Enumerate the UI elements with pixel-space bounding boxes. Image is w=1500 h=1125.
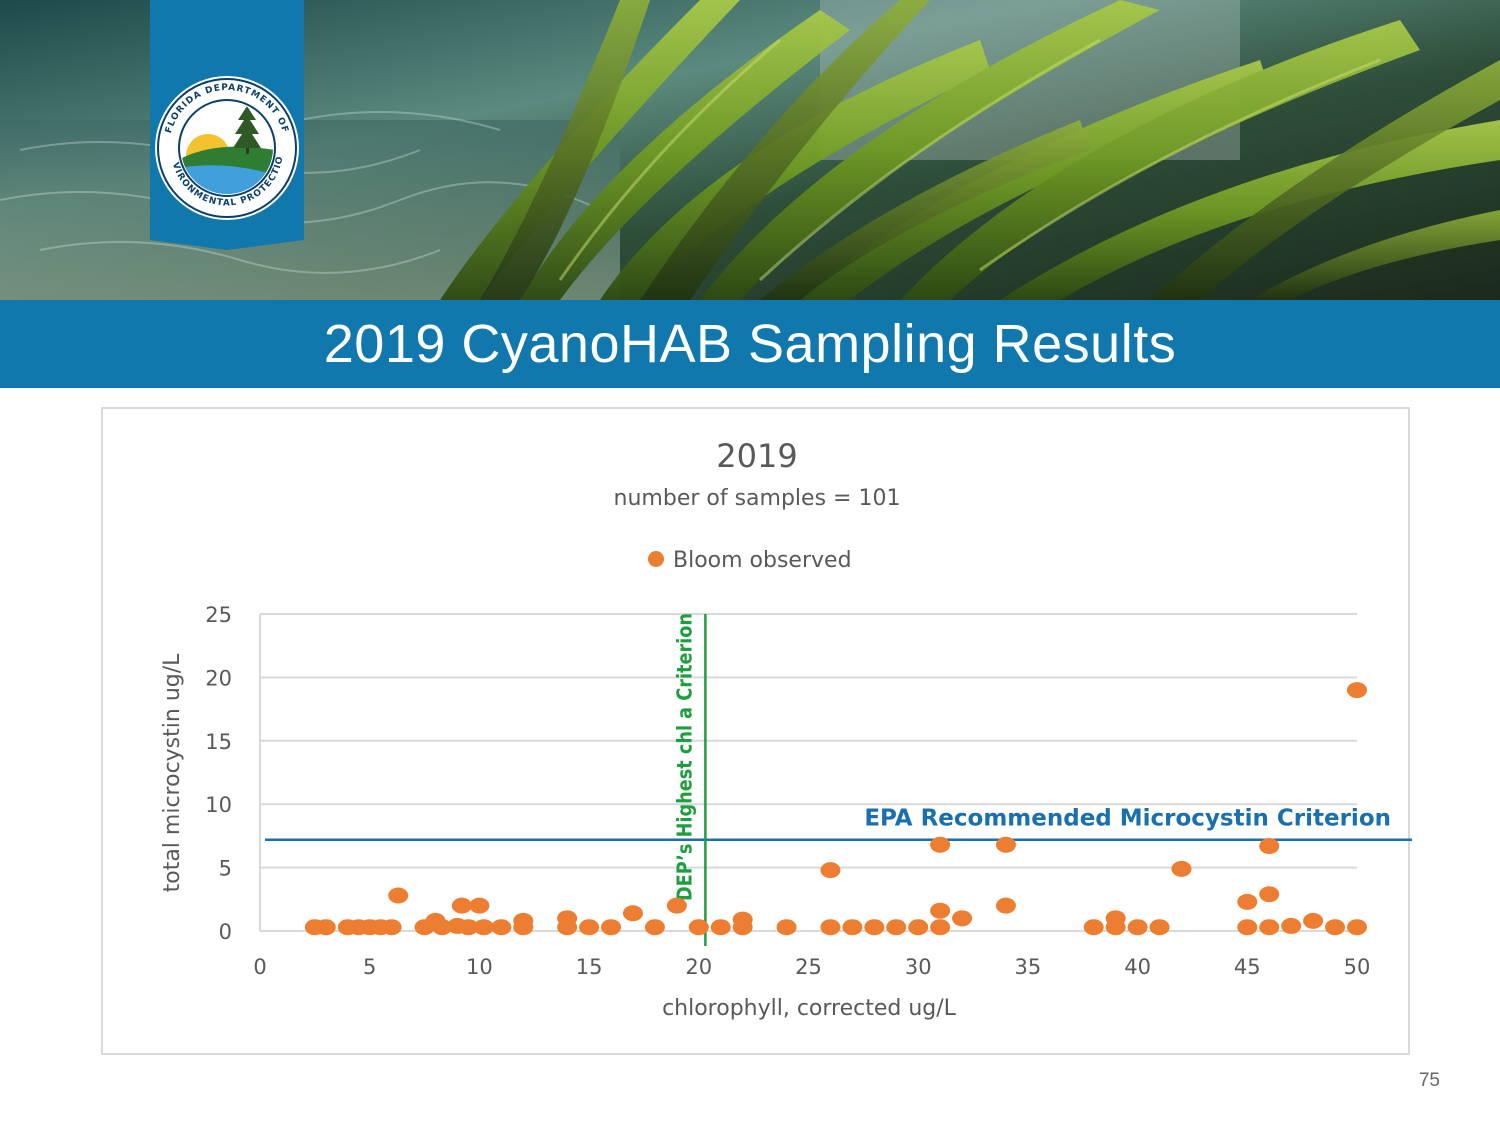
reference-lines: EPA Recommended Microcystin Criterion DEP… — [265, 613, 1412, 946]
data-point — [1105, 919, 1126, 936]
slide-title: 2019 CyanoHAB Sampling Results — [323, 314, 1177, 374]
data-point — [1347, 919, 1367, 936]
data-point — [622, 905, 643, 922]
data-point — [820, 919, 841, 936]
x-tick-label: 25 — [795, 955, 822, 979]
x-tick-label: 10 — [466, 955, 493, 979]
data-point — [601, 919, 622, 936]
data-point — [732, 919, 753, 936]
data-point — [469, 897, 490, 914]
data-point — [666, 897, 687, 914]
data-point — [1149, 919, 1170, 936]
data-point — [451, 897, 472, 914]
title-bar: 2019 CyanoHAB Sampling Results — [0, 300, 1500, 388]
dep-chl-criterion-label: DEP’s Highest chl a Criterion — [672, 613, 696, 901]
legend-label: Bloom observed — [673, 548, 852, 573]
x-tick-label: 20 — [685, 955, 712, 979]
header-banner: FLORIDA DEPARTMENT OF ENVIRONMENTAL PROT… — [0, 0, 1500, 300]
y-tick-label: 10 — [205, 793, 232, 817]
y-tick-label: 25 — [205, 603, 232, 627]
data-point — [842, 919, 863, 936]
y-tick-label: 0 — [219, 920, 232, 944]
data-point — [710, 919, 731, 936]
data-point — [432, 919, 453, 936]
x-tick-label: 45 — [1234, 955, 1261, 979]
x-axis-label: chlorophyll, corrected ug/L — [662, 996, 957, 1021]
x-tick-label: 40 — [1124, 955, 1151, 979]
x-tick-label: 35 — [1015, 955, 1042, 979]
y-tick-label: 15 — [205, 730, 232, 754]
data-point — [688, 919, 709, 936]
data-point — [1259, 886, 1280, 903]
axes — [259, 614, 1357, 932]
x-tick-label: 50 — [1344, 955, 1371, 979]
data-point — [1281, 917, 1302, 934]
y-tick-label: 5 — [219, 857, 232, 881]
data-point — [930, 902, 951, 919]
seagrass-banner-image: FLORIDA DEPARTMENT OF ENVIRONMENTAL PROT… — [0, 0, 1500, 300]
data-point — [995, 836, 1016, 853]
data-point — [381, 919, 402, 936]
x-tick-label: 15 — [576, 955, 603, 979]
y-tick-label: 20 — [205, 666, 232, 690]
data-point — [513, 919, 534, 936]
data-point — [491, 919, 512, 936]
data-point — [930, 836, 951, 853]
data-point — [557, 919, 578, 936]
legend: Bloom observed — [648, 548, 852, 573]
scatter-chart: 0 5 10 15 20 25 0 5 10 15 20 25 30 35 40 45 50 EPA Recom… — [160, 437, 1412, 1021]
data-point — [473, 919, 494, 936]
epa-criterion-label: EPA Recommended Microcystin Criterion — [864, 806, 1391, 832]
data-point — [458, 919, 479, 936]
x-tick-label: 5 — [363, 955, 376, 979]
x-tick-label: 0 — [253, 955, 266, 979]
data-point — [1127, 919, 1148, 936]
page-number: 75 — [1418, 1070, 1440, 1091]
legend-marker — [648, 551, 664, 567]
data-point — [388, 887, 409, 904]
data-point — [579, 919, 600, 936]
data-point — [930, 919, 951, 936]
data-point — [1237, 893, 1258, 910]
data-point — [864, 919, 885, 936]
data-point — [908, 919, 929, 936]
chart-frame: 0 5 10 15 20 25 0 5 10 15 20 25 30 35 40 45 50 EPA Recom… — [101, 407, 1412, 1055]
tick-labels: 0 5 10 15 20 25 0 5 10 15 20 25 30 35 40 45 50 — [205, 603, 1370, 979]
data-point — [995, 897, 1016, 914]
data-point — [1237, 919, 1258, 936]
data-point — [644, 919, 665, 936]
data-point — [1259, 919, 1280, 936]
data-point — [1303, 912, 1324, 929]
data-point — [315, 919, 336, 936]
y-axis-label: total microcystin ug/L — [160, 653, 185, 893]
data-point — [820, 862, 841, 879]
x-tick-label: 30 — [905, 955, 932, 979]
data-point — [1171, 860, 1192, 877]
data-point — [1347, 682, 1367, 699]
data-point — [952, 910, 973, 927]
data-points — [304, 682, 1367, 936]
chart-title: 2019 — [716, 437, 797, 475]
data-point — [1259, 838, 1280, 855]
data-point — [1325, 919, 1346, 936]
data-point — [886, 919, 907, 936]
data-point — [776, 919, 797, 936]
data-point — [1083, 919, 1104, 936]
chart-subtitle: number of samples = 101 — [614, 486, 901, 511]
